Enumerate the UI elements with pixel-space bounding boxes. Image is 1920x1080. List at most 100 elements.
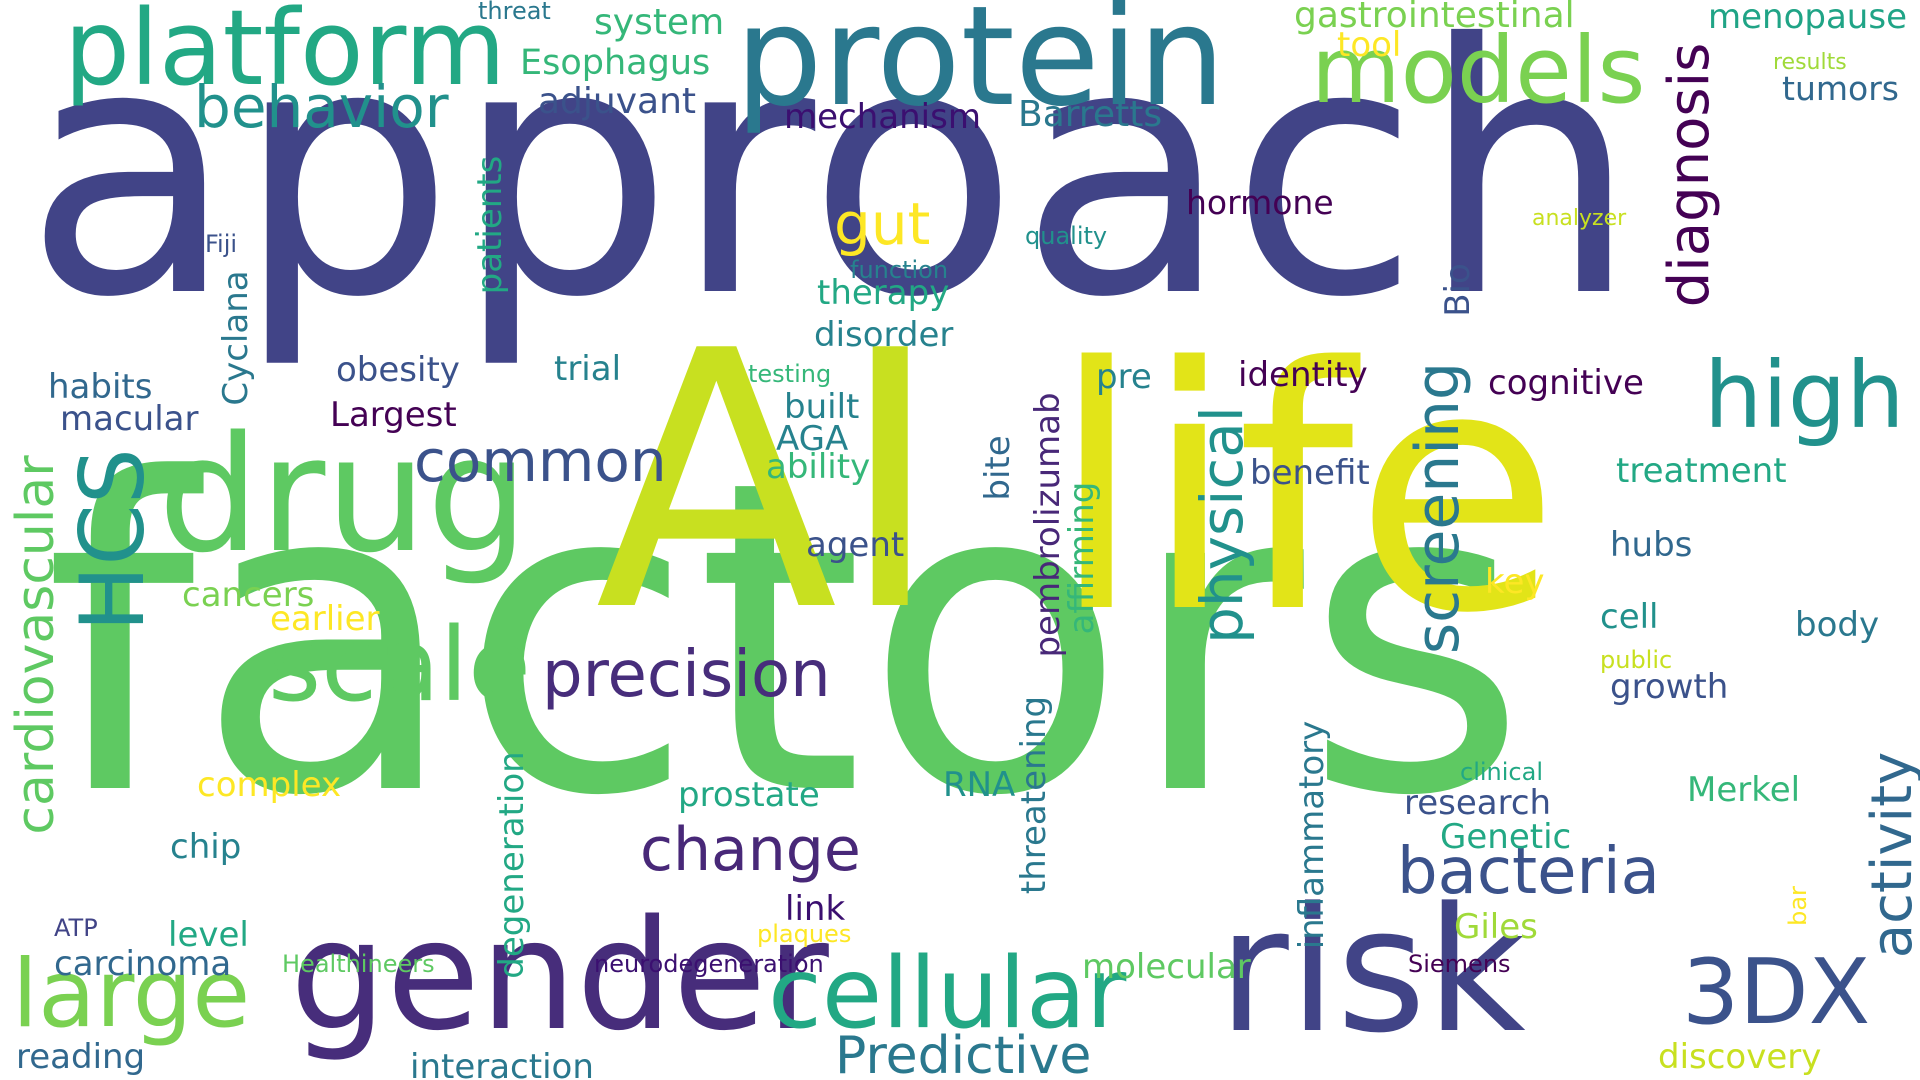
word-ai: AI [595, 275, 943, 689]
word-life: life [1050, 297, 1561, 687]
word-merkel: Merkel [1687, 770, 1801, 810]
word-growth: growth [1610, 667, 1729, 707]
word-factors: factors [44, 390, 1528, 890]
word-giles: Giles [1454, 907, 1538, 947]
word-chip: chip [170, 827, 242, 867]
word-built: built [784, 387, 860, 427]
word-level: level [168, 915, 249, 955]
word-bio: Bio [1438, 263, 1478, 317]
word-cell: cell [1600, 597, 1659, 637]
word-hormone: hormone [1186, 183, 1334, 222]
word-analyzer: analyzer [1532, 206, 1627, 231]
word-system: system [594, 2, 725, 43]
word-clinical: clinical [1460, 758, 1543, 786]
word-risk: risk [1218, 870, 1526, 1071]
word-fiji: Fiji [205, 230, 238, 258]
word-hcs: HCS [61, 448, 164, 632]
word-discovery: discovery [1658, 1037, 1822, 1077]
word-bacteria: bacteria [1397, 835, 1660, 909]
word-macular: macular [60, 399, 199, 439]
word-threat: threat [478, 0, 551, 25]
word-complex: complex [197, 765, 342, 805]
word-testing: testing [748, 360, 832, 388]
word-rna: RNA [943, 765, 1016, 805]
word-screening: screening [1403, 361, 1473, 655]
word-tumors: tumors [1782, 69, 1899, 108]
word-disorder: disorder [814, 315, 954, 355]
word-plaques: plaques [757, 920, 852, 948]
word-research: research [1404, 783, 1552, 823]
word-molecular: molecular [1082, 947, 1251, 987]
word-treatment: treatment [1616, 451, 1787, 491]
word-protein: protein [735, 0, 1226, 137]
word-body: body [1795, 605, 1880, 645]
word-high: high [1704, 342, 1905, 449]
word-key: key [1485, 562, 1545, 602]
word-affirming: affirming [1062, 481, 1102, 635]
word-obesity: obesity [336, 350, 460, 390]
word-3dx: 3DX [1682, 940, 1871, 1045]
word-ability: ability [766, 447, 871, 487]
word-patients: patients [470, 155, 510, 295]
word-drug: drug [158, 401, 529, 588]
word-physical: physical [1188, 406, 1256, 644]
word-habits: habits [48, 367, 153, 407]
word-approach: approach [24, 0, 1639, 373]
word-quality: quality [1025, 222, 1108, 250]
word-prostate: prostate [678, 775, 820, 815]
word-mechanism: mechanism [784, 97, 981, 137]
word-cardiovascular: cardiovascular [6, 455, 66, 835]
word-agent: agent [806, 525, 905, 565]
word-inflammatory: inflammatory [1292, 720, 1332, 950]
word-bar: bar [1784, 886, 1812, 926]
word-genetic: Genetic [1440, 817, 1572, 857]
word-pre: pre [1096, 357, 1152, 397]
word-large: large [12, 940, 251, 1049]
word-atp: ATP [54, 914, 98, 942]
word-results: results [1773, 50, 1847, 75]
word-reading: reading [16, 1037, 146, 1077]
word-public: public [1600, 646, 1673, 674]
word-precision: precision [542, 638, 831, 712]
word-earlier: earlier [270, 599, 380, 639]
word-gastrointestinal: gastrointestinal [1294, 0, 1575, 36]
word-cancers: cancers [182, 575, 315, 615]
word-platform: platform [64, 0, 506, 109]
word-esophagus: Esophagus [520, 43, 711, 83]
word-aga: AGA [776, 419, 849, 459]
word-benefit: benefit [1250, 453, 1370, 493]
word-diagnosis: diagnosis [1657, 42, 1722, 308]
word-scale: scale [268, 606, 531, 725]
word-models: models [1311, 17, 1646, 124]
word-cognitive: cognitive [1488, 363, 1644, 403]
word-common: common [414, 427, 667, 495]
word-barretts: Barretts [1018, 94, 1163, 135]
word-cellular: cellular [768, 937, 1127, 1051]
word-predictive: Predictive [835, 1026, 1092, 1080]
word-adjuvant: adjuvant [538, 81, 697, 122]
word-tool: tool [1337, 25, 1402, 65]
word-gender: gender [290, 887, 829, 1064]
word-link: link [785, 889, 846, 929]
word-healthineers: Healthineers [282, 950, 435, 978]
word-activity: activity [1860, 751, 1920, 959]
word-largest: Largest [330, 395, 457, 435]
word-interaction: interaction [410, 1047, 594, 1080]
word-function: function [850, 256, 949, 284]
word-change: change [640, 815, 861, 885]
word-cyclana: Cyclana [216, 270, 256, 406]
word-gut: gut [834, 190, 931, 258]
word-menopause: menopause [1708, 0, 1907, 37]
word-siemens: Siemens [1408, 950, 1511, 978]
word-threatening: threatening [1014, 695, 1054, 895]
word-identity: identity [1238, 355, 1368, 395]
word-carcinoma: carcinoma [54, 944, 232, 984]
word-therapy: therapy [817, 273, 950, 313]
word-degeneration: degeneration [492, 751, 532, 979]
word-hubs: hubs [1610, 525, 1693, 565]
word-bite: bite [978, 435, 1018, 501]
word-behavior: behavior [194, 73, 449, 141]
word-pembrolizumab: pembrolizumab [1028, 392, 1068, 658]
word-trial: trial [554, 349, 622, 389]
